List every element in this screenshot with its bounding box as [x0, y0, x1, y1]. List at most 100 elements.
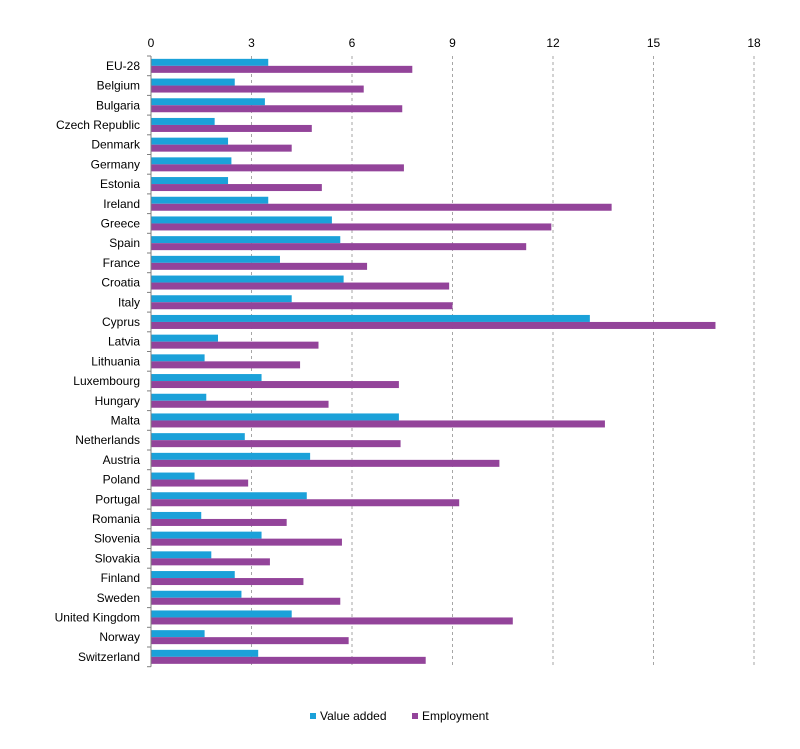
bar-employment [151, 144, 292, 152]
category-label: Lithuania [91, 354, 140, 368]
bar-value-added [151, 117, 215, 125]
category-label: Spain [109, 236, 140, 250]
bar-value-added [151, 196, 269, 204]
bar-employment [151, 262, 368, 270]
bar-value-added [151, 255, 280, 263]
bar-employment [151, 400, 329, 408]
bar-employment [151, 479, 249, 487]
category-label: Germany [91, 157, 140, 171]
bar-employment [151, 499, 460, 507]
bar-value-added [151, 78, 235, 86]
category-label: France [103, 256, 141, 270]
bar-value-added [151, 571, 235, 579]
bar-employment [151, 381, 399, 389]
category-label: Netherlands [75, 433, 140, 447]
bar-employment [151, 321, 716, 329]
x-tick-label: 18 [747, 36, 761, 50]
bar-employment [151, 440, 401, 448]
bar-value-added [151, 630, 205, 638]
bar-value-added [151, 590, 242, 598]
bar-employment [151, 85, 364, 93]
gridlines [251, 56, 755, 667]
category-label: Czech Republic [56, 118, 140, 132]
legend-swatch-employment [412, 713, 418, 719]
category-label: Slovakia [95, 551, 141, 565]
category-label: Cyprus [102, 315, 140, 329]
bar-employment [151, 65, 413, 73]
x-tick-label: 15 [647, 36, 661, 50]
bar-value-added [151, 413, 399, 421]
bar-value-added [151, 157, 232, 165]
bar-value-added [151, 511, 202, 519]
bar-value-added [151, 531, 262, 539]
category-label: Slovenia [94, 532, 140, 546]
bar-value-added [151, 374, 262, 382]
category-label: Malta [111, 413, 141, 427]
x-tick-label: 6 [349, 36, 356, 50]
bar-employment [151, 124, 312, 132]
bars [151, 58, 716, 664]
bar-employment [151, 518, 287, 526]
bar-employment [151, 164, 404, 172]
bar-value-added [151, 314, 590, 322]
legend-label-value-added: Value added [320, 709, 387, 723]
category-label: Ireland [103, 197, 140, 211]
bar-employment [151, 538, 342, 546]
legend: Value added Employment [310, 709, 489, 723]
bar-value-added [151, 649, 259, 657]
bar-employment [151, 243, 527, 251]
bar-value-added [151, 334, 218, 342]
bar-employment [151, 420, 605, 428]
bar-value-added [151, 236, 341, 244]
bar-value-added [151, 610, 292, 618]
bar-employment [151, 203, 612, 211]
bar-employment [151, 459, 500, 467]
x-tick-label: 12 [546, 36, 560, 50]
bar-employment [151, 302, 453, 310]
bar-value-added [151, 492, 307, 500]
category-label: United Kingdom [55, 610, 140, 624]
category-label: Estonia [100, 177, 140, 191]
category-label: Italy [118, 295, 140, 309]
bar-value-added [151, 433, 245, 441]
category-label: Hungary [95, 394, 140, 408]
bar-employment [151, 341, 319, 349]
category-label: Finland [101, 571, 140, 585]
bar-employment [151, 578, 304, 586]
category-label: Norway [99, 630, 140, 644]
category-label: Luxembourg [73, 374, 140, 388]
bar-employment [151, 597, 341, 605]
bar-value-added [151, 98, 265, 106]
category-label: Bulgaria [96, 98, 140, 112]
bar-employment [151, 184, 322, 192]
legend-swatch-value-added [310, 713, 316, 719]
labels: 0 3 6 9 12 15 18 EU-28 Belgium Bulgaria Czech Repu… [55, 36, 761, 664]
bar-employment [151, 361, 301, 369]
category-label: Switzerland [78, 650, 140, 664]
category-label: Croatia [101, 276, 140, 290]
bar-value-added [151, 551, 212, 559]
bar-value-added [151, 275, 344, 283]
category-label: Poland [103, 473, 140, 487]
category-label: Denmark [91, 138, 141, 152]
bar-value-added [151, 137, 229, 145]
bar-employment [151, 282, 450, 290]
axes [147, 55, 152, 668]
category-label: Portugal [95, 492, 140, 506]
x-tick-label: 3 [248, 36, 255, 50]
category-label: Romania [92, 512, 140, 526]
category-label: Greece [101, 216, 141, 230]
category-label: Belgium [97, 79, 140, 93]
bar-employment [151, 617, 513, 625]
bar-employment [151, 558, 270, 566]
bar-value-added [151, 216, 332, 224]
bar-employment [151, 223, 552, 231]
bar-value-added [151, 295, 292, 303]
bar-value-added [151, 58, 269, 66]
bar-employment [151, 105, 403, 113]
bar-employment [151, 637, 349, 645]
x-tick-label: 0 [148, 36, 155, 50]
bar-employment [151, 656, 426, 664]
